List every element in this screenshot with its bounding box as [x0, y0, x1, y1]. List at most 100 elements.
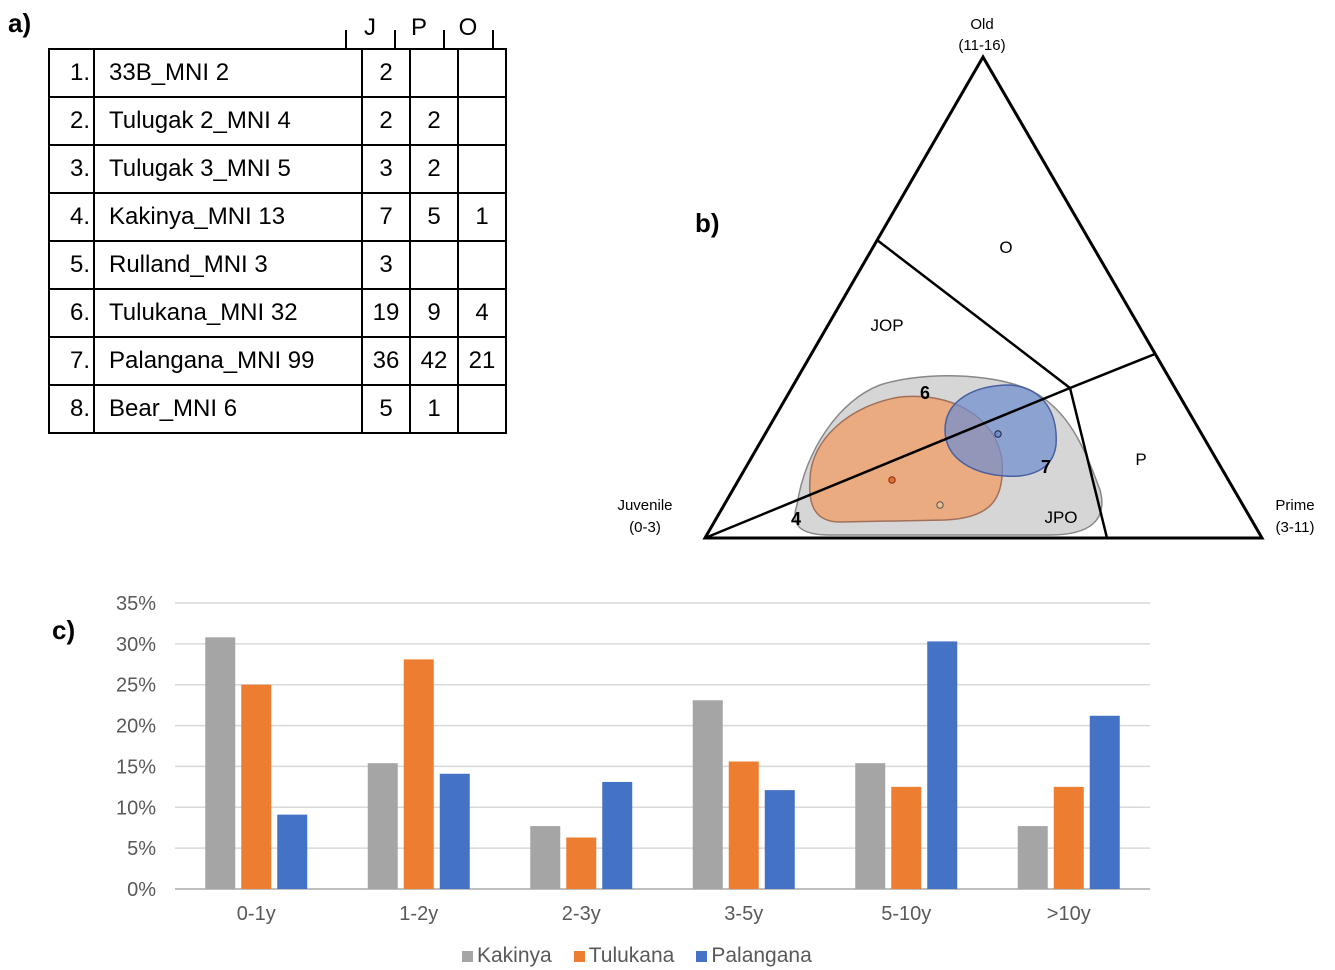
y-tick-label: 15% — [116, 756, 156, 778]
p-count-cell — [409, 48, 459, 98]
j-count-cell: 3 — [361, 144, 411, 194]
vertex-prime-name: Prime — [1275, 497, 1314, 514]
vertex-juvenile-name: Juvenile — [617, 497, 672, 514]
panel-label-b: b) — [695, 208, 720, 238]
bar-tulukana-5 — [1053, 786, 1084, 889]
site-name-cell: Rulland_MNI 3 — [93, 240, 363, 290]
zone-line — [1068, 387, 1109, 539]
site-label-6: 6 — [920, 383, 930, 403]
table-row: 6. Tulukana_MNI 32 19 9 4 — [48, 288, 507, 338]
column-tick — [345, 30, 347, 48]
j-count-cell: 19 — [361, 288, 411, 338]
y-tick-label: 35% — [116, 593, 156, 615]
legend-item: Kakinya — [462, 944, 552, 968]
j-count-cell: 5 — [361, 384, 411, 434]
table-row: 4. Kakinya_MNI 13 7 5 1 — [48, 192, 507, 242]
column-tick — [394, 30, 396, 48]
site-name-cell: Tulugak 2_MNI 4 — [93, 96, 363, 146]
site-name-cell: Kakinya_MNI 13 — [93, 192, 363, 242]
row-number: 7. — [48, 336, 95, 386]
legend-item: Tulukana — [573, 944, 675, 968]
row-number: 3. — [48, 144, 95, 194]
zone-label-jop: JOP — [870, 316, 903, 335]
bar-tulukana-4 — [891, 786, 922, 889]
y-tick-label: 0% — [127, 879, 156, 901]
chart-legend: Kakinya Tulukana Palangana — [462, 944, 812, 968]
o-count-cell: 1 — [457, 192, 507, 242]
row-number: 2. — [48, 96, 95, 146]
legend-item: Palangana — [696, 944, 812, 968]
site-name-cell: Tulugak 3_MNI 5 — [93, 144, 363, 194]
o-count-cell — [457, 96, 507, 146]
p-count-cell: 5 — [409, 192, 459, 242]
bar-kakinya-2 — [530, 826, 561, 889]
age-profile-table: 1. 33B_MNI 2 2 2. Tulugak 2_MNI 4 2 2 3. Tulugak… — [48, 48, 507, 434]
site-name-cell: Tulukana_MNI 32 — [93, 288, 363, 338]
blue-region — [944, 384, 1057, 478]
p-count-cell: 2 — [409, 96, 459, 146]
table-row: 7. Palangana_MNI 99 36 42 21 — [48, 336, 507, 386]
legend-swatch — [696, 950, 708, 962]
x-tick-label: 3-5y — [724, 903, 763, 925]
bar-palangana-4 — [927, 641, 958, 889]
panel-label-a: a) — [8, 8, 32, 38]
x-tick-label: 0-1y — [237, 903, 276, 925]
x-tick-label: 2-3y — [562, 903, 601, 925]
p-count-cell: 42 — [409, 336, 459, 386]
o-count-cell — [457, 144, 507, 194]
row-number: 1. — [48, 48, 95, 98]
vertex-juvenile-range: (0-3) — [629, 519, 661, 536]
bar-kakinya-0 — [205, 637, 236, 889]
bar-tulukana-3 — [728, 761, 759, 889]
o-count-cell — [457, 384, 507, 434]
row-number: 4. — [48, 192, 95, 242]
j-count-cell: 2 — [361, 48, 411, 98]
zone-label-o: O — [999, 238, 1012, 257]
p-count-cell — [409, 240, 459, 290]
j-count-cell: 2 — [361, 96, 411, 146]
bar-tulukana-0 — [241, 684, 272, 889]
j-count-cell: 7 — [361, 192, 411, 242]
bar-kakinya-1 — [367, 763, 398, 889]
bar-palangana-3 — [764, 790, 795, 889]
o-count-cell: 21 — [457, 336, 507, 386]
zone-line — [1069, 352, 1156, 390]
y-tick-label: 20% — [116, 716, 156, 738]
y-tick-label: 5% — [127, 838, 156, 860]
column-tick — [492, 30, 494, 48]
panel-label-c: c) — [52, 615, 76, 645]
x-tick-label: 1-2y — [399, 903, 438, 925]
p-count-cell: 9 — [409, 288, 459, 338]
zone-line — [704, 386, 1071, 540]
x-tick-label: 5-10y — [881, 903, 931, 925]
centroid-point — [994, 430, 1002, 438]
legend-swatch — [462, 950, 473, 962]
bar-kakinya-3 — [692, 700, 723, 889]
ternary-triangle — [702, 54, 1265, 540]
site-label-7: 7 — [1041, 457, 1051, 477]
legend-label: Tulukana — [588, 944, 675, 967]
bar-palangana-0 — [277, 814, 308, 889]
p-count-cell: 1 — [409, 384, 459, 434]
site-label-4: 4 — [791, 509, 801, 529]
centroid-point — [888, 476, 896, 484]
y-tick-label: 30% — [116, 634, 156, 656]
y-tick-label: 10% — [116, 797, 156, 819]
bar-palangana-5 — [1089, 715, 1120, 889]
site-name-cell: Bear_MNI 6 — [93, 384, 363, 434]
column-tick — [443, 30, 445, 48]
bar-tulukana-2 — [566, 837, 597, 889]
o-count-cell — [457, 240, 507, 290]
o-count-cell — [457, 48, 507, 98]
site-name-cell: 33B_MNI 2 — [93, 48, 363, 98]
zone-label-p: P — [1135, 450, 1146, 469]
centroid-point — [936, 501, 944, 509]
vertex-old-range: (11-16) — [958, 37, 1005, 54]
ternary-diagram: Old (11-16) Juvenile (0-3) Prime (3-11) … — [617, 16, 1315, 540]
row-number: 5. — [48, 240, 95, 290]
